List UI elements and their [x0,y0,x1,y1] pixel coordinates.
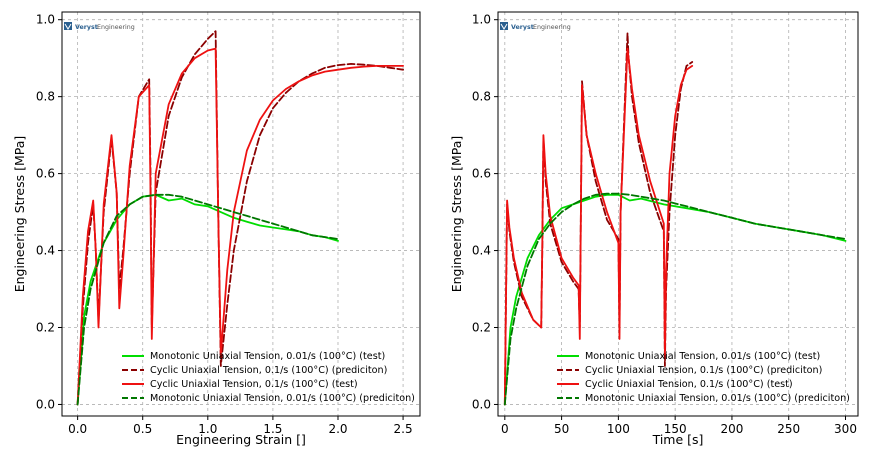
y-tick-label: 0.6 [36,167,55,181]
logo-brand: Veryst [511,24,534,31]
y-tick-label: 0.2 [36,321,55,335]
series-line-3 [76,193,339,406]
x-tick-label: 0.5 [133,422,152,436]
x-tick-label: 0 [501,422,509,436]
series-line-2 [503,47,694,406]
x-tick-label: 250 [777,422,800,436]
logo-right: Veryst Engineering [500,22,571,31]
y-tick-label: 1.0 [36,13,55,27]
x-axis-label-left: Engineering Strain [] [176,432,306,447]
x-tick-label: 2.0 [328,422,347,436]
logo-brand: Veryst [75,24,98,31]
y-tick-label: 0.8 [36,90,55,104]
logo-suffix: Engineering [533,24,571,31]
chart-right: 0 50 100 150 200 250 300 0.0 0.2 0.4 0.6 0.8 1.0 Ti… [449,11,859,447]
x-tick-label: 300 [834,422,857,436]
x-tick-label: 100 [607,422,630,436]
plot-frame-right [497,11,859,417]
logo-mark-icon [500,22,508,30]
y-tick-label: 0.4 [36,244,55,258]
legend-entry: Cyclic Uniaxial Tension, 0.1/s (100°C) (… [585,365,822,376]
x-tick-label: 1.5 [263,422,282,436]
x-tick-label: 2.5 [394,422,413,436]
plot-frame-left [61,11,421,417]
grid-right [498,12,858,416]
x-ticks-left: 0.0 0.5 1.0 1.5 2.0 2.5 [68,416,413,436]
legend-entry: Cyclic Uniaxial Tension, 0.1/s (100°C) (… [150,365,387,376]
legend-left: Monotonic Uniaxial Tension, 0.01/s (100°… [122,351,415,404]
y-tick-label: 0.0 [472,397,491,411]
series-line-0 [76,193,339,406]
logo-suffix: Engineering [97,24,135,31]
series-line-1 [76,30,405,406]
y-tick-label: 1.0 [472,13,491,27]
y-tick-label: 0.0 [36,397,55,411]
y-tick-label: 0.8 [472,90,491,104]
x-tick-label: 0.0 [68,422,87,436]
x-axis-label-right: Time [s] [652,432,704,447]
y-ticks-right: 0.0 0.2 0.4 0.6 0.8 1.0 [472,13,498,411]
y-tick-label: 0.4 [472,244,491,258]
legend-entry: Monotonic Uniaxial Tension, 0.01/s (100°… [150,351,385,362]
legend-entry: Monotonic Uniaxial Tension, 0.01/s (100°… [585,351,820,362]
legend-entry: Cyclic Uniaxial Tension, 0.1/s (100°C) (… [150,379,358,390]
series-group-right [503,32,847,406]
legend-entry: Cyclic Uniaxial Tension, 0.1/s (100°C) (… [585,379,793,390]
legend-entry: Monotonic Uniaxial Tension, 0.01/s (100°… [585,393,850,404]
y-tick-label: 0.6 [472,167,491,181]
legend-right: Monotonic Uniaxial Tension, 0.01/s (100°… [557,351,850,404]
series-line-2 [76,47,405,406]
y-tick-label: 0.2 [472,321,491,335]
logo-left: Veryst Engineering [64,22,135,31]
x-tick-label: 1.0 [198,422,217,436]
series-line-3 [503,192,847,406]
y-ticks-left: 0.0 0.2 0.4 0.6 0.8 1.0 [36,13,62,411]
x-ticks-right: 0 50 100 150 200 250 300 [501,416,857,436]
x-tick-label: 200 [720,422,743,436]
chart-left: 0.0 0.5 1.0 1.5 2.0 2.5 0.0 0.2 0.4 0.6 0.8 1.0 En… [12,11,421,447]
series-group-left [76,30,405,406]
y-axis-label-right: Engineering Stress [MPa] [449,136,464,293]
y-axis-label-left: Engineering Stress [MPa] [12,136,27,293]
grid-left [62,12,420,416]
logo-mark-icon [64,22,72,30]
x-tick-label: 150 [664,422,687,436]
x-tick-label: 50 [554,422,569,436]
legend-entry: Monotonic Uniaxial Tension, 0.01/s (100°… [150,393,415,404]
